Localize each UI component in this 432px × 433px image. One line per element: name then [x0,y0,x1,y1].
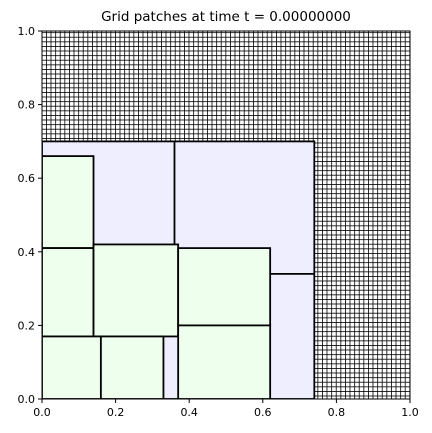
x-tick-label: 0.8 [328,406,346,419]
y-tick-label: 1.0 [18,25,36,38]
x-tick-label: 0.6 [254,406,272,419]
y-tick-label: 0.6 [18,172,36,185]
level3-patch [42,155,95,250]
chart-title: Grid patches at time t = 0.00000000 [101,9,351,25]
level3-patches [42,155,272,399]
level3-patch [177,247,272,327]
plot-frame [41,30,411,400]
y-tick-label: 0.4 [18,246,36,259]
y-tick-label: 0.0 [18,393,36,406]
level3-patch [42,335,102,399]
x-tick-label: 1.0 [401,406,419,419]
plot-area [42,31,410,399]
x-axis: 0.0 0.2 0.4 0.6 0.8 1.0 [33,399,419,419]
y-axis: 0.0 0.2 0.4 0.6 0.8 1.0 [18,25,42,406]
x-tick-label: 0.2 [107,406,125,419]
y-tick-label: 0.2 [18,319,36,332]
level3-patch [92,243,180,338]
level3-patch [99,335,165,399]
x-tick-label: 0.0 [33,406,51,419]
level3-patch [177,324,272,399]
level3-patch [42,247,95,338]
x-tick-label: 0.4 [180,406,198,419]
y-tick-label: 0.8 [18,99,36,112]
